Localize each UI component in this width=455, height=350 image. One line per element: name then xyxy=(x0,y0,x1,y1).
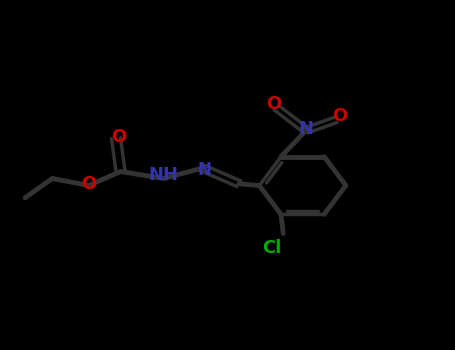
Text: Cl: Cl xyxy=(262,239,282,257)
Text: NH: NH xyxy=(149,166,179,184)
Text: N: N xyxy=(198,161,212,179)
Text: O: O xyxy=(111,127,126,146)
Text: N: N xyxy=(298,120,313,138)
Text: O: O xyxy=(333,107,348,125)
Text: O: O xyxy=(267,95,282,113)
Text: O: O xyxy=(81,175,96,193)
